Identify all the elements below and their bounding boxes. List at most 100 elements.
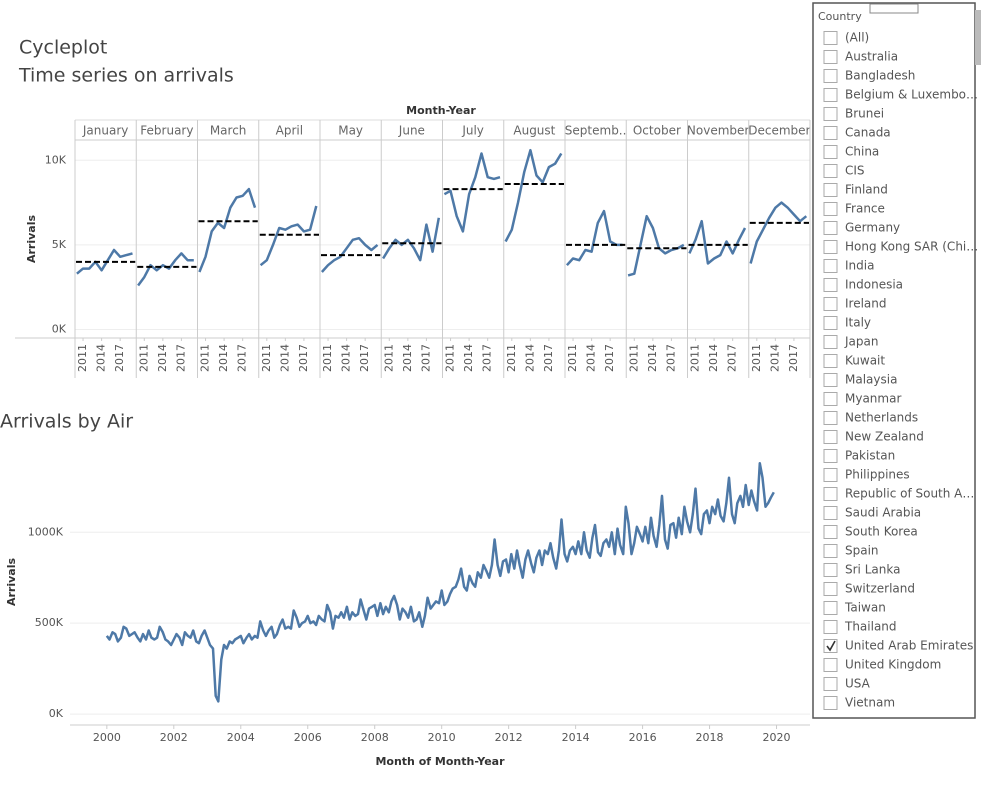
x-tick-label: 2004 — [227, 731, 255, 744]
checkbox[interactable] — [823, 430, 838, 444]
checkbox[interactable] — [823, 487, 838, 501]
x-tick-label: 2017 — [603, 344, 616, 372]
y-axis-label: Arrivals — [5, 558, 18, 606]
filter-option[interactable]: South Korea — [845, 525, 918, 539]
y-axis-label: Arrivals — [25, 215, 38, 263]
checkbox[interactable] — [823, 392, 838, 406]
filter-option[interactable]: Thailand — [844, 620, 897, 634]
filter-option[interactable]: Brunei — [845, 107, 884, 121]
filter-option[interactable]: (All) — [845, 31, 869, 45]
filter-option[interactable]: Vietnam — [845, 696, 895, 710]
x-tick-label: 2002 — [160, 731, 188, 744]
x-tick-label: 2011 — [260, 344, 273, 372]
checkbox[interactable] — [823, 183, 838, 197]
filter-option[interactable]: Myanmar — [845, 392, 901, 406]
series-line — [688, 219, 747, 265]
filter-option[interactable]: CIS — [845, 164, 865, 178]
filter-option[interactable]: Ireland — [845, 297, 887, 311]
filter-option[interactable]: United Arab Emirates — [845, 639, 973, 653]
filter-option[interactable]: France — [845, 202, 885, 216]
y-tick-label: 5K — [52, 238, 67, 251]
checkbox[interactable] — [823, 601, 838, 615]
y-tick-label: 10K — [45, 153, 67, 166]
filter-option[interactable]: Germany — [845, 221, 900, 235]
checkbox[interactable] — [823, 164, 838, 178]
filter-option[interactable]: United Kingdom — [845, 658, 941, 672]
filter-option[interactable]: Australia — [845, 50, 898, 64]
checkbox[interactable] — [823, 316, 838, 330]
scrollbar[interactable] — [975, 10, 981, 65]
checkbox[interactable] — [823, 525, 838, 539]
filter-option[interactable]: Belgium & Luxembo… — [845, 88, 978, 102]
x-tick-label: 2008 — [361, 731, 389, 744]
checkbox[interactable] — [823, 373, 838, 387]
filter-option[interactable]: Saudi Arabia — [845, 506, 921, 520]
filter-option[interactable]: Pakistan — [845, 449, 895, 463]
checkbox[interactable] — [823, 354, 838, 368]
filter-option[interactable]: China — [845, 145, 879, 159]
filter-option[interactable]: Switzerland — [845, 582, 915, 596]
checkbox[interactable] — [823, 31, 838, 45]
checkbox[interactable] — [823, 582, 838, 596]
filter-option[interactable]: Finland — [845, 183, 888, 197]
checkbox[interactable] — [823, 658, 838, 672]
chart-subtitle: Time series on arrivals — [18, 65, 234, 87]
checkbox[interactable] — [823, 677, 838, 691]
column-label: December — [748, 124, 810, 138]
x-tick-label: 2017 — [787, 344, 800, 372]
x-tick-label: 2014 — [401, 344, 414, 372]
column-header: Month-Year — [406, 104, 476, 117]
checkbox[interactable] — [823, 50, 838, 64]
checkbox[interactable] — [823, 449, 838, 463]
checkbox[interactable] — [823, 221, 838, 235]
checkbox[interactable] — [823, 620, 838, 634]
filter-option[interactable]: Taiwan — [844, 601, 886, 615]
filter-option[interactable]: Hong Kong SAR (Chi… — [845, 240, 978, 254]
checkbox[interactable] — [823, 107, 838, 121]
x-tick-label: 2018 — [696, 731, 724, 744]
column-label: January — [82, 124, 129, 138]
filter-option[interactable]: New Zealand — [845, 430, 924, 444]
checkbox[interactable] — [823, 297, 838, 311]
drag-handle[interactable] — [869, 3, 919, 14]
column-label: February — [140, 124, 193, 138]
filter-option[interactable]: Kuwait — [845, 354, 885, 368]
checkbox[interactable] — [823, 506, 838, 520]
checkbox[interactable] — [823, 145, 838, 159]
x-tick-label: 2011 — [321, 344, 334, 372]
series-line — [198, 187, 257, 273]
series-line — [76, 248, 133, 275]
x-tick-label: 2014 — [646, 344, 659, 372]
checkbox[interactable] — [823, 563, 838, 577]
series-line — [320, 236, 379, 273]
filter-option[interactable]: Indonesia — [845, 278, 903, 292]
filter-option[interactable]: Canada — [845, 126, 891, 140]
checkbox[interactable] — [823, 88, 838, 102]
checkbox[interactable] — [823, 278, 838, 292]
filter-option[interactable]: Malaysia — [845, 373, 897, 387]
checkbox[interactable] — [823, 126, 838, 140]
filter-option[interactable]: USA — [845, 677, 871, 691]
checkbox[interactable] — [823, 468, 838, 482]
filter-option[interactable]: Netherlands — [845, 411, 918, 425]
filter-option[interactable]: Sri Lanka — [845, 563, 900, 577]
checkbox[interactable] — [823, 544, 838, 558]
checkbox[interactable] — [823, 240, 838, 254]
checkbox[interactable] — [823, 69, 838, 83]
x-tick-label: 2000 — [93, 731, 121, 744]
checkbox[interactable] — [823, 259, 838, 273]
column-label: July — [461, 124, 484, 138]
filter-option[interactable]: India — [845, 259, 874, 273]
x-tick-label: 2014 — [585, 344, 598, 372]
checkbox[interactable] — [823, 202, 838, 216]
filter-option[interactable]: Spain — [845, 544, 879, 558]
filter-option[interactable]: Philippines — [845, 468, 910, 482]
filter-option[interactable]: Japan — [844, 335, 878, 349]
checkbox[interactable] — [823, 696, 838, 710]
filter-option[interactable]: Bangladesh — [845, 69, 915, 83]
x-tick-label: 2014 — [156, 344, 169, 372]
checkbox[interactable] — [823, 335, 838, 349]
filter-option[interactable]: Italy — [845, 316, 871, 330]
filter-option[interactable]: Republic of South A… — [845, 487, 974, 501]
checkbox[interactable] — [823, 411, 838, 425]
